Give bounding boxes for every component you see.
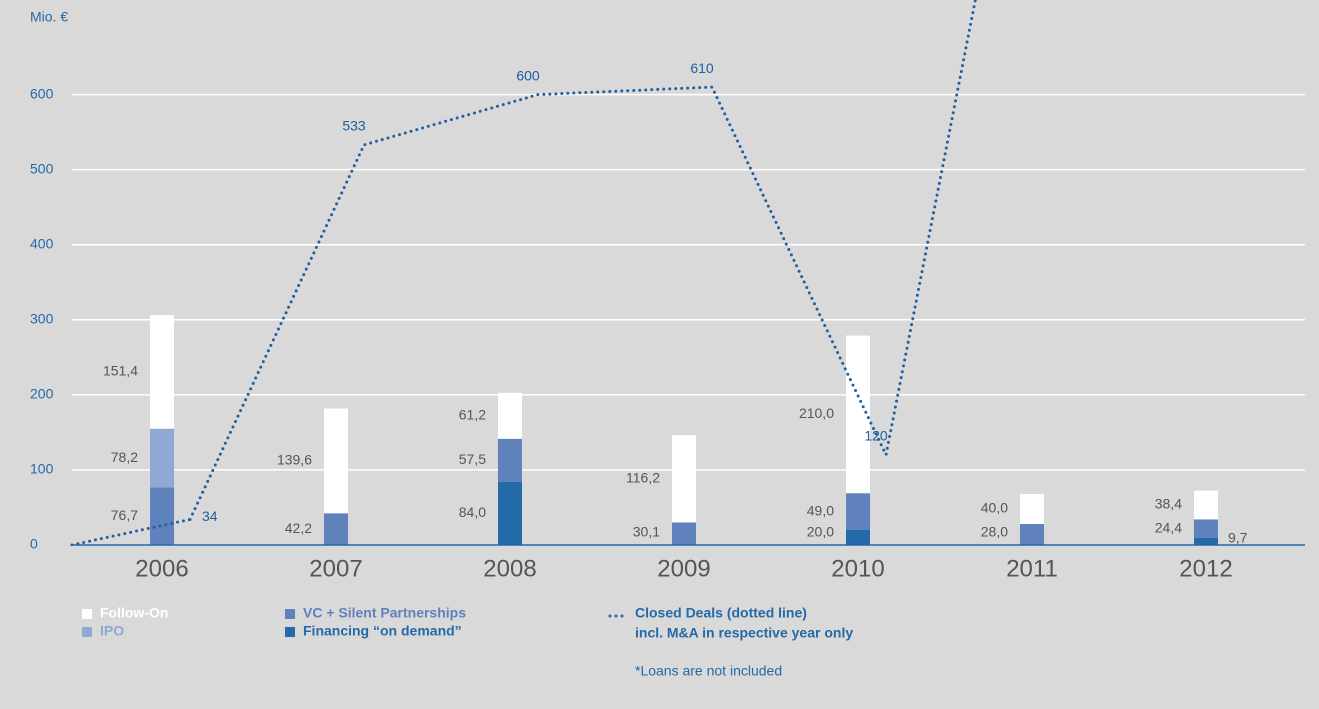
value-label: 38,4 — [1155, 496, 1182, 512]
value-label: 49,0 — [807, 502, 834, 518]
x-tick-label: 2007 — [309, 555, 362, 582]
bar-segment — [324, 408, 348, 514]
y-tick-label: 600 — [30, 85, 54, 101]
y-tick-label: 100 — [30, 461, 54, 477]
footnote: *Loans are not included — [635, 663, 782, 679]
legend-label: Follow-On — [100, 605, 168, 621]
value-label: 116,2 — [626, 469, 660, 485]
value-label: 151,4 — [103, 363, 138, 379]
y-tick-label: 400 — [30, 235, 54, 251]
bar-segment — [150, 428, 174, 488]
x-tick-label: 2011 — [1006, 555, 1058, 582]
bar-segment — [498, 438, 522, 482]
bar-segment — [324, 513, 348, 545]
value-label: 57,5 — [459, 451, 486, 467]
value-label: 61,2 — [459, 407, 486, 423]
x-tick-label: 2008 — [483, 555, 536, 582]
legend-label: VC + Silent Partnerships — [303, 605, 466, 621]
line-layer — [70, 0, 977, 546]
x-tick-label: 2010 — [831, 555, 884, 582]
y-tick-label: 0 — [30, 536, 38, 552]
line-value-label: 34 — [202, 508, 218, 524]
value-label: 28,0 — [981, 524, 1008, 540]
value-label: 9,7 — [1228, 530, 1248, 546]
bar-segment — [1194, 519, 1218, 538]
x-tick-label: 2009 — [657, 555, 710, 582]
x-tick-label: 2012 — [1179, 555, 1232, 582]
value-label: 84,0 — [459, 504, 486, 520]
value-label: 210,0 — [799, 405, 834, 421]
legend-label: Financing “on demand” — [303, 623, 462, 639]
legend-note: incl. M&A in respective year only — [635, 625, 853, 641]
bar-segment — [846, 529, 870, 545]
legend-swatch — [285, 627, 295, 637]
bar-segment — [1194, 490, 1218, 520]
y-tick-label: 500 — [30, 160, 54, 176]
line-value-label: 120 — [864, 428, 888, 444]
bar-segment — [150, 487, 174, 545]
y-axis-label: Mio. € — [30, 9, 68, 25]
bar-segment — [1020, 493, 1044, 524]
value-label: 76,7 — [111, 507, 138, 523]
y-tick-label: 200 — [30, 386, 54, 402]
value-label: 30,1 — [633, 524, 660, 540]
line-value-label: 610 — [690, 60, 714, 76]
line-value-label: 533 — [342, 118, 366, 134]
legend-label: Closed Deals (dotted line) — [635, 605, 807, 621]
legend-label: IPO — [100, 623, 124, 639]
line-value-label: 600 — [516, 67, 540, 83]
value-label: 78,2 — [111, 449, 138, 465]
legend-swatch — [82, 627, 92, 637]
value-label: 139,6 — [277, 452, 312, 468]
closed-deals-line — [188, 0, 977, 521]
legend-swatch — [82, 609, 92, 619]
value-label: 40,0 — [981, 500, 1008, 516]
value-label: 24,4 — [1155, 519, 1182, 535]
bar-segment — [846, 335, 870, 494]
value-label: 42,2 — [285, 520, 312, 536]
bar-segment — [672, 435, 696, 523]
bar-segment — [498, 481, 522, 545]
bar-segment — [846, 493, 870, 530]
legend-swatch — [285, 609, 295, 619]
x-tick-label: 2006 — [135, 555, 188, 582]
value-label: 20,0 — [807, 524, 834, 540]
bar-segment — [498, 392, 522, 439]
bar-segment — [1020, 523, 1044, 545]
bar-segment — [150, 315, 174, 429]
bar-segment — [672, 522, 696, 545]
bar-segment — [1194, 537, 1218, 545]
y-tick-label: 300 — [30, 310, 54, 326]
line-lead-in — [70, 517, 192, 546]
